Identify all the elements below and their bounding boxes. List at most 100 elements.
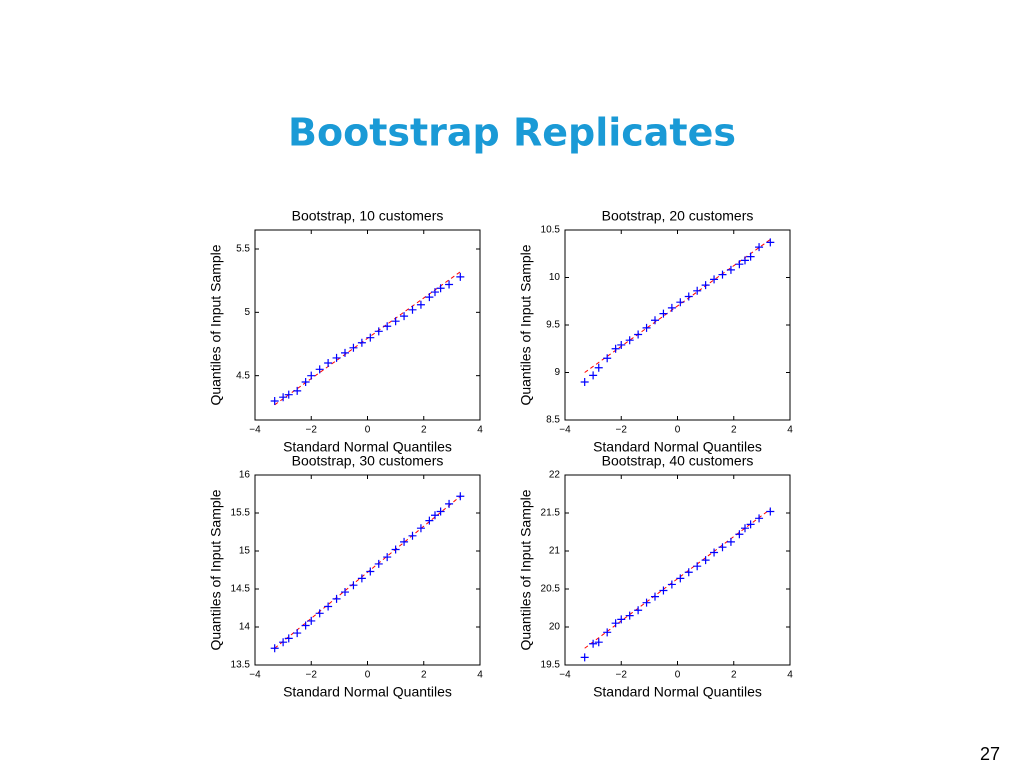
data-point — [735, 530, 744, 539]
data-point — [603, 354, 612, 363]
data-point — [766, 507, 775, 516]
data-point — [425, 293, 434, 302]
data-point — [755, 514, 764, 523]
data-point — [349, 343, 358, 352]
y-tick-label: 21 — [549, 546, 561, 557]
data-point — [445, 499, 454, 508]
chart-title: Bootstrap, 20 customers — [602, 208, 754, 224]
y-tick-label: 20 — [549, 622, 561, 633]
data-point — [456, 272, 465, 281]
data-point — [431, 288, 439, 297]
data-point — [701, 556, 710, 565]
data-point — [366, 333, 375, 342]
data-point — [718, 543, 727, 552]
data-point — [374, 327, 383, 336]
data-point — [431, 511, 439, 520]
data-point — [667, 580, 676, 589]
y-tick-label: 10 — [549, 272, 561, 283]
data-point — [357, 574, 366, 583]
data-point — [634, 606, 643, 615]
data-point — [710, 548, 719, 557]
data-point — [667, 303, 676, 312]
data-point — [580, 653, 589, 662]
y-tick-label: 22 — [549, 470, 561, 481]
data-point — [374, 559, 383, 568]
data-point — [718, 270, 727, 279]
data-point — [651, 592, 659, 601]
x-tick-label: −4 — [559, 670, 571, 681]
data-point — [332, 353, 341, 362]
x-tick-label: 4 — [787, 425, 793, 436]
x-tick-label: 0 — [675, 670, 681, 681]
data-point — [349, 581, 358, 590]
x-tick-label: −2 — [306, 425, 318, 436]
data-point — [341, 348, 349, 357]
data-point — [746, 520, 755, 529]
data-point — [436, 284, 445, 293]
data-point — [735, 260, 744, 269]
data-point — [589, 371, 598, 380]
x-tick-label: 0 — [365, 425, 371, 436]
chart-title: Bootstrap, 10 customers — [292, 208, 444, 224]
chart-title: Bootstrap, 30 customers — [292, 453, 444, 469]
y-tick-label: 13.5 — [231, 660, 251, 671]
data-point — [684, 568, 693, 577]
data-point — [279, 393, 288, 402]
data-point — [746, 252, 755, 261]
data-point — [307, 371, 316, 380]
data-point — [357, 338, 366, 347]
data-point — [400, 312, 409, 321]
x-tick-label: −4 — [249, 425, 261, 436]
chart: Bootstrap, 20 customers Standard Normal Q… — [518, 208, 794, 455]
data-point — [408, 531, 417, 540]
chart: Bootstrap, 40 customers Standard Normal Q… — [518, 453, 794, 700]
y-tick-label: 19.5 — [541, 660, 561, 671]
data-point — [594, 638, 603, 647]
data-point — [383, 322, 392, 331]
data-point — [456, 492, 465, 501]
y-tick-label: 15 — [239, 546, 251, 557]
data-point — [332, 594, 341, 603]
data-point — [741, 256, 749, 265]
data-point — [284, 390, 293, 399]
x-tick-label: 0 — [365, 670, 371, 681]
data-point — [324, 359, 333, 367]
slide-title: Bootstrap Replicates — [288, 111, 736, 155]
data-point — [611, 619, 620, 628]
data-point — [726, 537, 735, 546]
data-point — [625, 611, 634, 620]
data-point — [651, 316, 659, 325]
x-tick-label: 2 — [421, 425, 427, 436]
data-point — [676, 574, 685, 583]
data-point — [580, 378, 589, 386]
data-point — [408, 305, 417, 314]
data-point — [307, 616, 316, 625]
data-point — [659, 309, 668, 318]
y-tick-label: 21.5 — [541, 508, 561, 519]
y-tick-label: 4.5 — [236, 370, 250, 381]
x-axis-label: Standard Normal Quantiles — [283, 684, 452, 700]
x-tick-label: −2 — [616, 670, 628, 681]
data-point — [693, 286, 702, 295]
y-tick-label: 5 — [244, 307, 250, 318]
y-axis-label: Quantiles of Input Sample — [208, 489, 224, 650]
x-tick-label: 4 — [477, 670, 483, 681]
y-tick-label: 14.5 — [231, 584, 251, 595]
x-tick-label: 4 — [787, 670, 793, 681]
plot-area — [564, 474, 791, 666]
x-tick-label: 2 — [731, 425, 737, 436]
data-point — [315, 365, 324, 374]
data-point — [625, 336, 634, 345]
x-axis-label: Standard Normal Quantiles — [593, 439, 762, 455]
data-point — [701, 281, 710, 290]
data-point — [676, 298, 685, 307]
plot-area — [254, 229, 481, 421]
y-tick-label: 5.5 — [236, 244, 250, 255]
data-point — [693, 562, 702, 571]
chart: Bootstrap, 30 customers Standard Normal Q… — [208, 453, 484, 700]
data-point — [642, 323, 651, 332]
data-point — [416, 300, 425, 309]
page-number: 27 — [980, 744, 1000, 764]
